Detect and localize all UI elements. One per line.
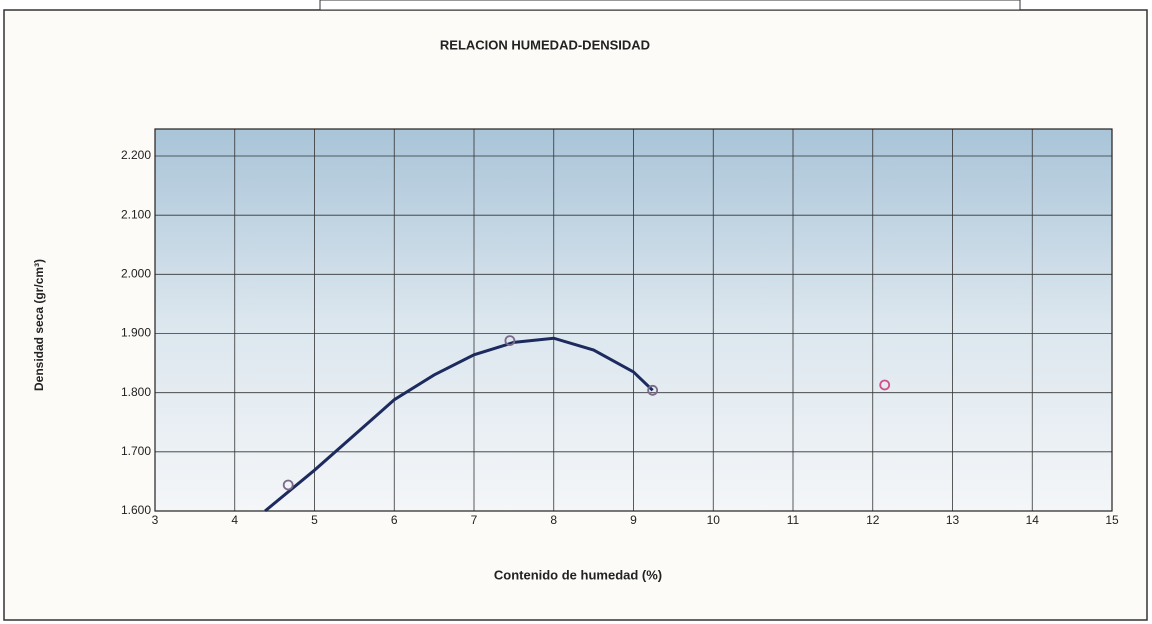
data-point xyxy=(282,479,294,491)
data-point xyxy=(879,379,891,391)
y-tick-label: 1.800 xyxy=(121,385,151,399)
x-axis-label: Contenido de humedad (%) xyxy=(494,567,662,582)
data-point xyxy=(647,384,659,396)
x-tick-label: 10 xyxy=(707,513,721,527)
y-tick-label: 2.200 xyxy=(121,148,151,162)
y-axis-label: Densidad seca (gr/cm³) xyxy=(32,259,46,391)
chart-title: RELACION HUMEDAD-DENSIDAD xyxy=(440,37,650,52)
y-tick-label: 1.600 xyxy=(121,503,151,517)
data-point xyxy=(504,335,516,347)
plot-border xyxy=(154,128,1113,512)
y-tick-label: 2.100 xyxy=(121,207,151,221)
x-tick-label: 3 xyxy=(152,513,159,527)
x-tick-label: 15 xyxy=(1105,513,1119,527)
x-tick-label: 7 xyxy=(471,513,478,527)
curve xyxy=(264,336,654,513)
x-tick-label: 9 xyxy=(630,513,637,527)
x-tick-label: 4 xyxy=(231,513,238,527)
y-tick-label: 1.700 xyxy=(121,444,151,458)
x-tick-label: 14 xyxy=(1026,513,1040,527)
x-tick-label: 5 xyxy=(311,513,318,527)
y-tick-label: 1.900 xyxy=(121,326,151,340)
y-tick-label: 2.000 xyxy=(121,267,151,281)
x-tick-label: 12 xyxy=(866,513,880,527)
x-tick-label: 8 xyxy=(550,513,557,527)
x-tick-label: 6 xyxy=(391,513,398,527)
header-box xyxy=(319,0,1021,11)
x-tick-label: 13 xyxy=(946,513,960,527)
x-tick-label: 11 xyxy=(787,513,800,527)
